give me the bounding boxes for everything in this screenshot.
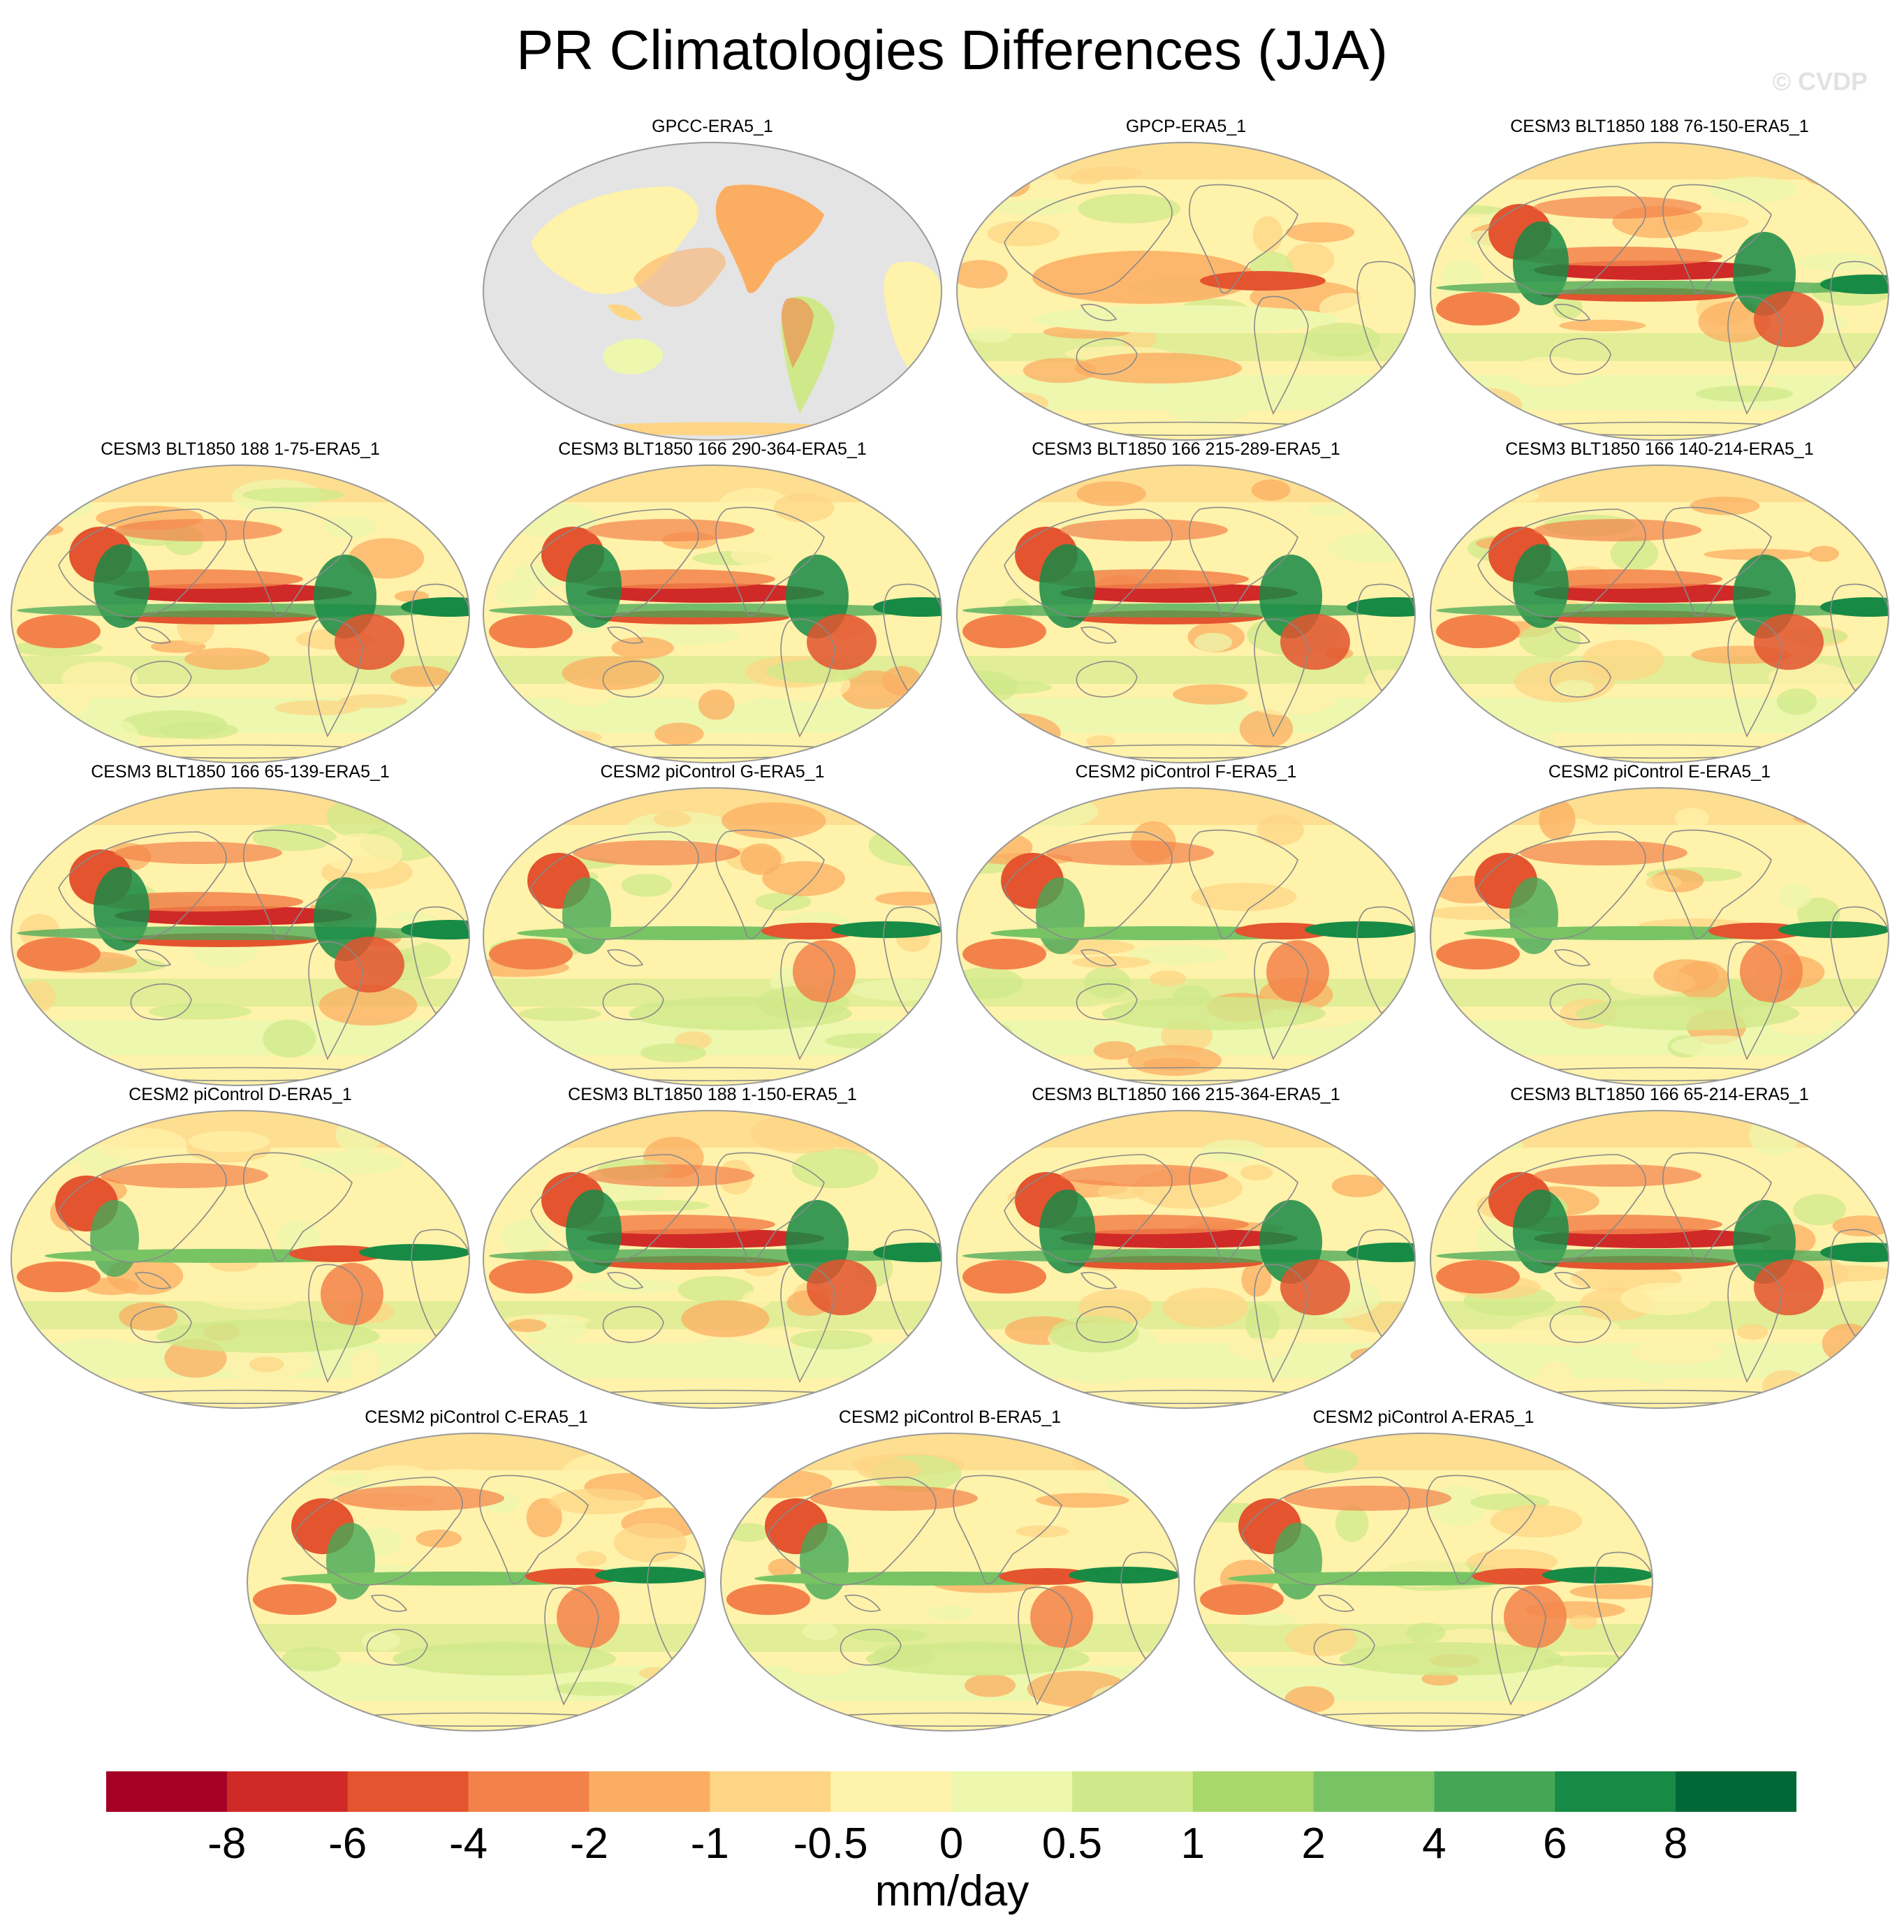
- colorbar-tick-label: 0: [939, 1820, 964, 1868]
- map-panel: GPCP-ERA5_1: [955, 116, 1416, 443]
- panel-title: CESM3 BLT1850 166 65-214-ERA5_1: [1510, 1085, 1809, 1104]
- colorbar-swatch: [1676, 1771, 1796, 1812]
- map-panel: CESM2 piControl E-ERA5_1: [1429, 761, 1890, 1088]
- world-map: [956, 464, 1416, 763]
- map-panel: CESM3 BLT1850 166 140-214-ERA5_1: [1429, 439, 1890, 766]
- panel-title: CESM3 BLT1850 166 290-364-ERA5_1: [558, 439, 867, 459]
- world-map: [247, 1433, 706, 1732]
- colorbar-tick-label: 8: [1663, 1820, 1688, 1868]
- colorbar-labels: -8 -6 -4 -2 -1 -0.5 0 0.5 1 2 4 6 8: [0, 1816, 1904, 1872]
- colorbar-tick-label: 1: [1180, 1820, 1205, 1868]
- map-panel: CESM2 piControl A-ERA5_1: [1193, 1407, 1654, 1734]
- map-panel: CESM2 piControl D-ERA5_1: [10, 1084, 471, 1411]
- map-panel: CESM2 piControl C-ERA5_1: [246, 1407, 707, 1734]
- map-panel: CESM3 BLT1850 166 65-139-ERA5_1: [10, 761, 471, 1088]
- panel-title: CESM3 BLT1850 188 76-150-ERA5_1: [1510, 117, 1809, 136]
- map-panel: CESM3 BLT1850 188 1-150-ERA5_1: [482, 1084, 943, 1411]
- world-map: [956, 1110, 1416, 1409]
- colorbar-swatch: [1555, 1771, 1676, 1812]
- panel-title: CESM3 BLT1850 166 140-214-ERA5_1: [1505, 439, 1814, 459]
- panel-title: CESM2 piControl E-ERA5_1: [1548, 762, 1771, 782]
- map-panel: CESM3 BLT1850 166 215-364-ERA5_1: [955, 1084, 1416, 1411]
- panel-title: CESM3 BLT1850 188 1-150-ERA5_1: [568, 1085, 857, 1104]
- colorbar-tick-label: -4: [448, 1820, 488, 1868]
- colorbar-tick-label: 4: [1422, 1820, 1447, 1868]
- panel-title: CESM2 piControl A-ERA5_1: [1312, 1407, 1535, 1427]
- panel-title: GPCC-ERA5_1: [652, 117, 773, 136]
- world-map: [483, 464, 942, 763]
- colorbar-tick-label: -6: [328, 1820, 367, 1868]
- colorbar-swatch: [106, 1771, 228, 1812]
- world-map: [720, 1433, 1180, 1732]
- world-map: [956, 142, 1416, 441]
- world-map: [483, 1110, 942, 1409]
- map-panel: CESM3 BLT1850 166 65-214-ERA5_1: [1429, 1084, 1890, 1411]
- colorbar-swatch: [589, 1771, 710, 1812]
- panel-title: CESM2 piControl C-ERA5_1: [365, 1407, 588, 1427]
- colorbar-swatch: [226, 1771, 349, 1812]
- panel-title: CESM3 BLT1850 188 1-75-ERA5_1: [101, 439, 380, 459]
- colorbar-swatch: [1434, 1771, 1555, 1812]
- panel-title: CESM2 piControl F-ERA5_1: [1075, 762, 1297, 782]
- map-panel: GPCC-ERA5_1: [482, 116, 943, 443]
- world-map: [483, 142, 942, 441]
- colorbar-tick-label: -8: [207, 1820, 247, 1868]
- world-map: [1430, 1110, 1889, 1409]
- panel-title: GPCP-ERA5_1: [1125, 117, 1247, 136]
- panel-title: CESM3 BLT1850 166 215-364-ERA5_1: [1032, 1085, 1340, 1104]
- colorbar-swatch: [1313, 1771, 1435, 1812]
- world-map: [1430, 142, 1889, 441]
- world-map: [10, 464, 470, 763]
- colorbar-tick-label: 2: [1301, 1820, 1326, 1868]
- colorbar-tick-label: 6: [1543, 1820, 1567, 1868]
- world-map: [10, 1110, 470, 1409]
- colorbar-units: mm/day: [874, 1867, 1030, 1915]
- colorbar-swatch: [710, 1771, 831, 1812]
- colorbar-swatch: [1071, 1771, 1194, 1812]
- panel-title: CESM2 piControl G-ERA5_1: [600, 762, 825, 782]
- colorbar-tick-label: 0.5: [1041, 1820, 1102, 1868]
- panel-title: CESM2 piControl D-ERA5_1: [129, 1085, 352, 1104]
- map-panel: CESM3 BLT1850 188 76-150-ERA5_1: [1429, 116, 1890, 443]
- map-panel: CESM3 BLT1850 188 1-75-ERA5_1: [10, 439, 471, 766]
- colorbar-swatch: [347, 1771, 469, 1812]
- colorbar-tick-label: -1: [690, 1820, 729, 1868]
- colorbar-swatch: [468, 1771, 589, 1812]
- panel-title: CESM2 piControl B-ERA5_1: [838, 1407, 1062, 1427]
- map-panel: CESM2 piControl B-ERA5_1: [719, 1407, 1180, 1734]
- world-map: [956, 787, 1416, 1086]
- cvdp-watermark: © CVDP: [1772, 67, 1868, 96]
- panel-title: CESM3 BLT1850 166 215-289-ERA5_1: [1032, 439, 1340, 459]
- map-panel: CESM3 BLT1850 166 290-364-ERA5_1: [482, 439, 943, 766]
- colorbar: [106, 1771, 1796, 1812]
- map-panel: CESM2 piControl G-ERA5_1: [482, 761, 943, 1088]
- world-map: [1430, 464, 1889, 763]
- world-map: [483, 787, 942, 1086]
- colorbar-swatch: [1192, 1771, 1315, 1812]
- world-map: [1430, 787, 1889, 1086]
- world-map: [10, 787, 470, 1086]
- figure-title: PR Climatologies Differences (JJA): [516, 19, 1388, 81]
- world-map: [1194, 1433, 1653, 1732]
- colorbar-swatch: [830, 1771, 952, 1812]
- map-panel: CESM2 piControl F-ERA5_1: [955, 761, 1416, 1088]
- colorbar-tick-label: -2: [569, 1820, 608, 1868]
- map-panel: CESM3 BLT1850 166 215-289-ERA5_1: [955, 439, 1416, 766]
- panel-title: CESM3 BLT1850 166 65-139-ERA5_1: [91, 762, 390, 782]
- colorbar-tick-label: -0.5: [793, 1820, 868, 1868]
- colorbar-swatch: [951, 1771, 1073, 1812]
